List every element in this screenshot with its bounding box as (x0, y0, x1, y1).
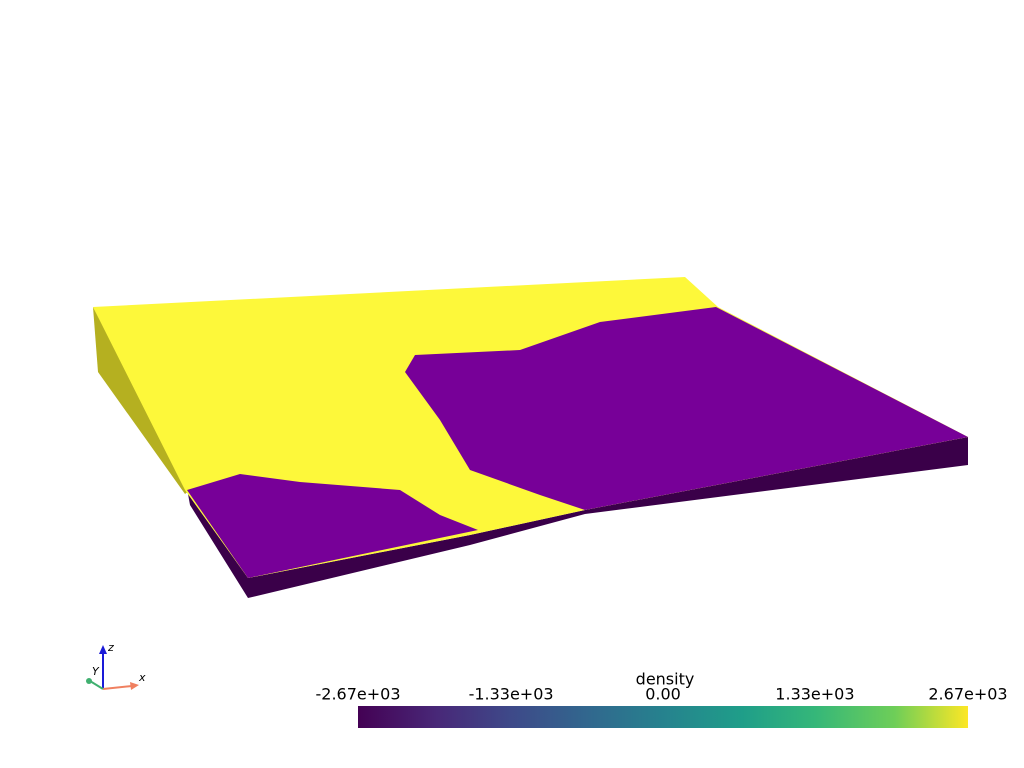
colorbar-tick-label: -2.67e+03 (315, 685, 400, 704)
axis-y (89, 680, 104, 690)
colorbar-tick-label: 0.00 (645, 685, 681, 704)
colorbar-tick-label: 2.67e+03 (928, 685, 1007, 704)
axis-x-label: x (138, 671, 146, 684)
colorbar-title: density (636, 670, 695, 689)
colorbar: density -2.67e+03 -1.33e+03 0.00 1.33e+03 2.… (315, 670, 1008, 728)
axis-x-head (130, 682, 139, 690)
axis-y-label: Y (92, 665, 100, 678)
axis-z-head (99, 645, 107, 654)
mesh-side-front (188, 437, 968, 598)
axes-widget: z x Y (86, 641, 146, 690)
colorbar-gradient (358, 706, 968, 728)
mesh-top-purple-left (187, 474, 478, 578)
axis-z-label: z (107, 641, 114, 654)
colorbar-tick-label: 1.33e+03 (775, 685, 854, 704)
mesh (93, 277, 968, 598)
mesh-top-purple-right (405, 307, 968, 510)
axis-y-head (86, 678, 92, 684)
colorbar-tick-label: -1.33e+03 (469, 685, 554, 704)
axis-x (102, 685, 133, 690)
